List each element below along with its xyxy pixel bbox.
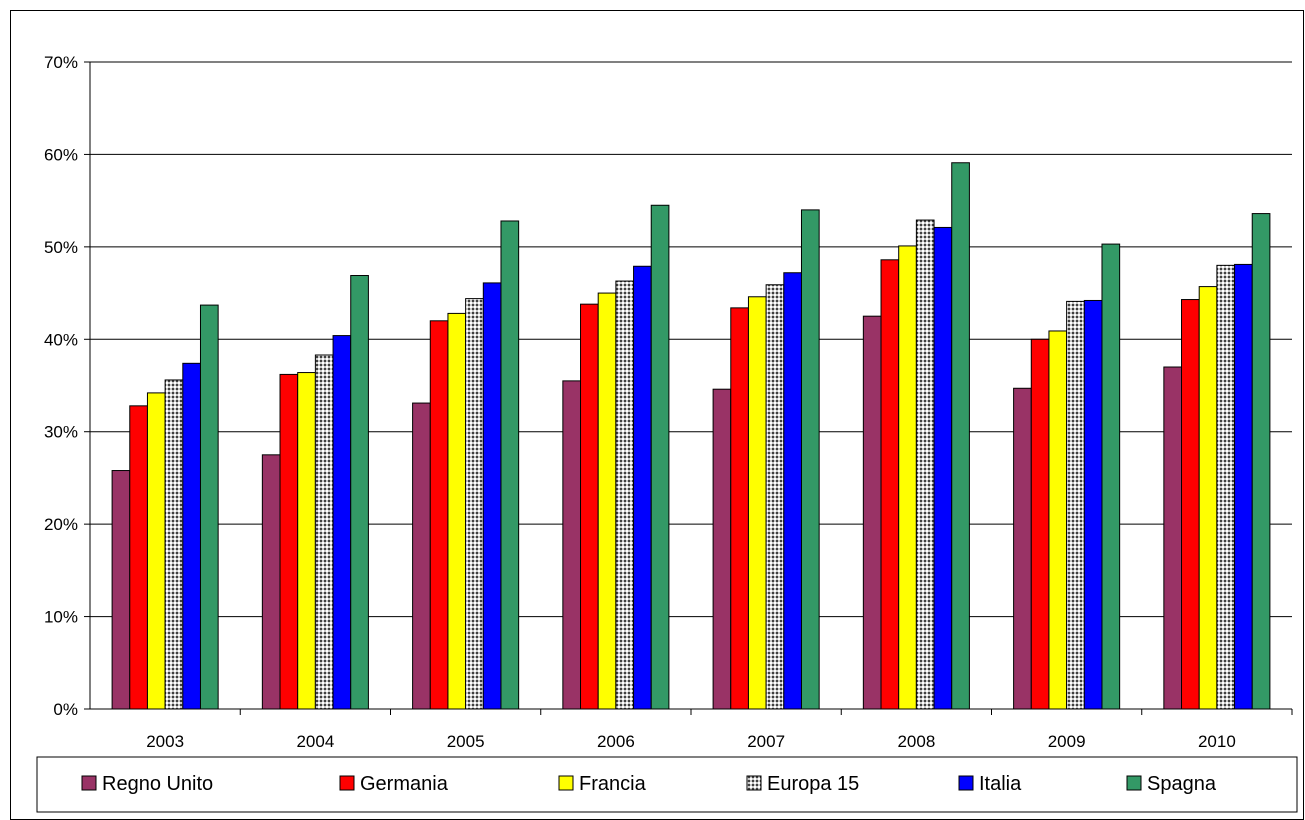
y-tick-label: 70% <box>44 53 78 72</box>
y-tick-label: 50% <box>44 238 78 257</box>
y-tick-label: 30% <box>44 423 78 442</box>
bar-europa-15-2005 <box>465 298 484 710</box>
bar-europa-15-2004 <box>314 354 334 710</box>
x-tick-label: 2005 <box>447 732 485 751</box>
bars <box>111 162 1271 710</box>
legend-swatch <box>1126 775 1142 791</box>
bar-regno-unito-2010 <box>1163 366 1183 710</box>
bar-italia-2006 <box>633 265 652 710</box>
legend-label: Regno Unito <box>102 773 213 795</box>
bar-italia-2004 <box>332 335 352 710</box>
legend-swatch <box>746 775 762 791</box>
y-tick-label: 10% <box>44 608 78 627</box>
y-tick-label: 0% <box>53 700 78 719</box>
bar-italia-2008 <box>933 226 953 710</box>
bar-germania-2008 <box>880 259 900 710</box>
y-tick-label: 40% <box>44 330 78 349</box>
bar-europa-15-2010 <box>1216 264 1236 710</box>
bar-germania-2004 <box>279 373 299 710</box>
bar-italia-2007 <box>783 272 802 710</box>
bar-europa-15-2007 <box>765 284 785 710</box>
bar-germania-2003 <box>129 405 148 710</box>
legend-swatch <box>558 775 574 791</box>
legend-label: Germania <box>360 773 449 795</box>
x-tick-label: 2004 <box>296 732 334 751</box>
bar-europa-15-2008 <box>915 219 935 710</box>
legend-label: Spagna <box>1147 773 1217 795</box>
x-tick-label: 2008 <box>897 732 935 751</box>
bar-italia-2003 <box>182 362 201 710</box>
x-tick-label: 2009 <box>1048 732 1086 751</box>
bar-germania-2006 <box>580 303 599 710</box>
bar-spagna-2009 <box>1101 243 1121 710</box>
bar-germania-2007 <box>730 307 749 710</box>
bar-regno-unito-2009 <box>1013 387 1032 710</box>
bar-spagna-2004 <box>350 275 369 710</box>
legend: Regno Unito Germania Francia Europa 15 Itali… <box>36 756 1298 813</box>
bar-regno-unito-2007 <box>712 388 732 710</box>
bar-francia-2005 <box>447 312 467 710</box>
legend-swatch <box>81 775 97 791</box>
bar-spagna-2003 <box>199 304 219 710</box>
legend-swatch <box>958 775 974 791</box>
bar-francia-2007 <box>747 296 767 710</box>
bar-spagna-2010 <box>1251 213 1271 710</box>
bar-italia-2005 <box>482 282 502 710</box>
bar-italia-2010 <box>1234 263 1253 710</box>
bar-francia-2010 <box>1198 286 1218 710</box>
bar-francia-2003 <box>146 392 166 710</box>
y-tick-label: 20% <box>44 515 78 534</box>
bar-germania-2010 <box>1181 299 1200 710</box>
legend-label: Europa 15 <box>767 773 859 795</box>
x-tick-label: 2003 <box>146 732 184 751</box>
bar-spagna-2006 <box>650 204 670 710</box>
x-tick-label: 2007 <box>747 732 785 751</box>
legend-swatch <box>339 775 355 791</box>
bar-spagna-2008 <box>951 162 970 710</box>
bar-regno-unito-2003 <box>111 470 131 710</box>
x-tick-label: 2006 <box>597 732 635 751</box>
bar-regno-unito-2008 <box>862 315 882 710</box>
axes: 0% 10% 20% 30% 40% 50% 60% 70% 2003 2004 2005 2006 2… <box>44 53 1293 751</box>
bar-germania-2005 <box>429 320 449 710</box>
x-tick-label: 2010 <box>1198 732 1236 751</box>
y-tick-label: 60% <box>44 145 78 164</box>
bar-regno-unito-2005 <box>412 402 431 710</box>
bar-francia-2009 <box>1048 330 1068 710</box>
bar-spagna-2007 <box>800 209 820 710</box>
bar-regno-unito-2006 <box>562 380 582 710</box>
bar-europa-15-2006 <box>615 280 635 710</box>
bar-germania-2009 <box>1030 338 1050 710</box>
bar-europa-15-2003 <box>164 379 184 710</box>
bar-francia-2006 <box>597 292 617 710</box>
legend-label: Francia <box>579 773 647 795</box>
legend-box <box>36 756 1298 813</box>
legend-label: Italia <box>979 773 1022 795</box>
bar-europa-15-2009 <box>1066 300 1085 710</box>
bar-francia-2008 <box>898 245 917 710</box>
bar-regno-unito-2004 <box>261 454 281 710</box>
bar-italia-2009 <box>1083 299 1103 710</box>
bar-spagna-2005 <box>500 220 520 710</box>
bar-francia-2004 <box>297 372 316 710</box>
